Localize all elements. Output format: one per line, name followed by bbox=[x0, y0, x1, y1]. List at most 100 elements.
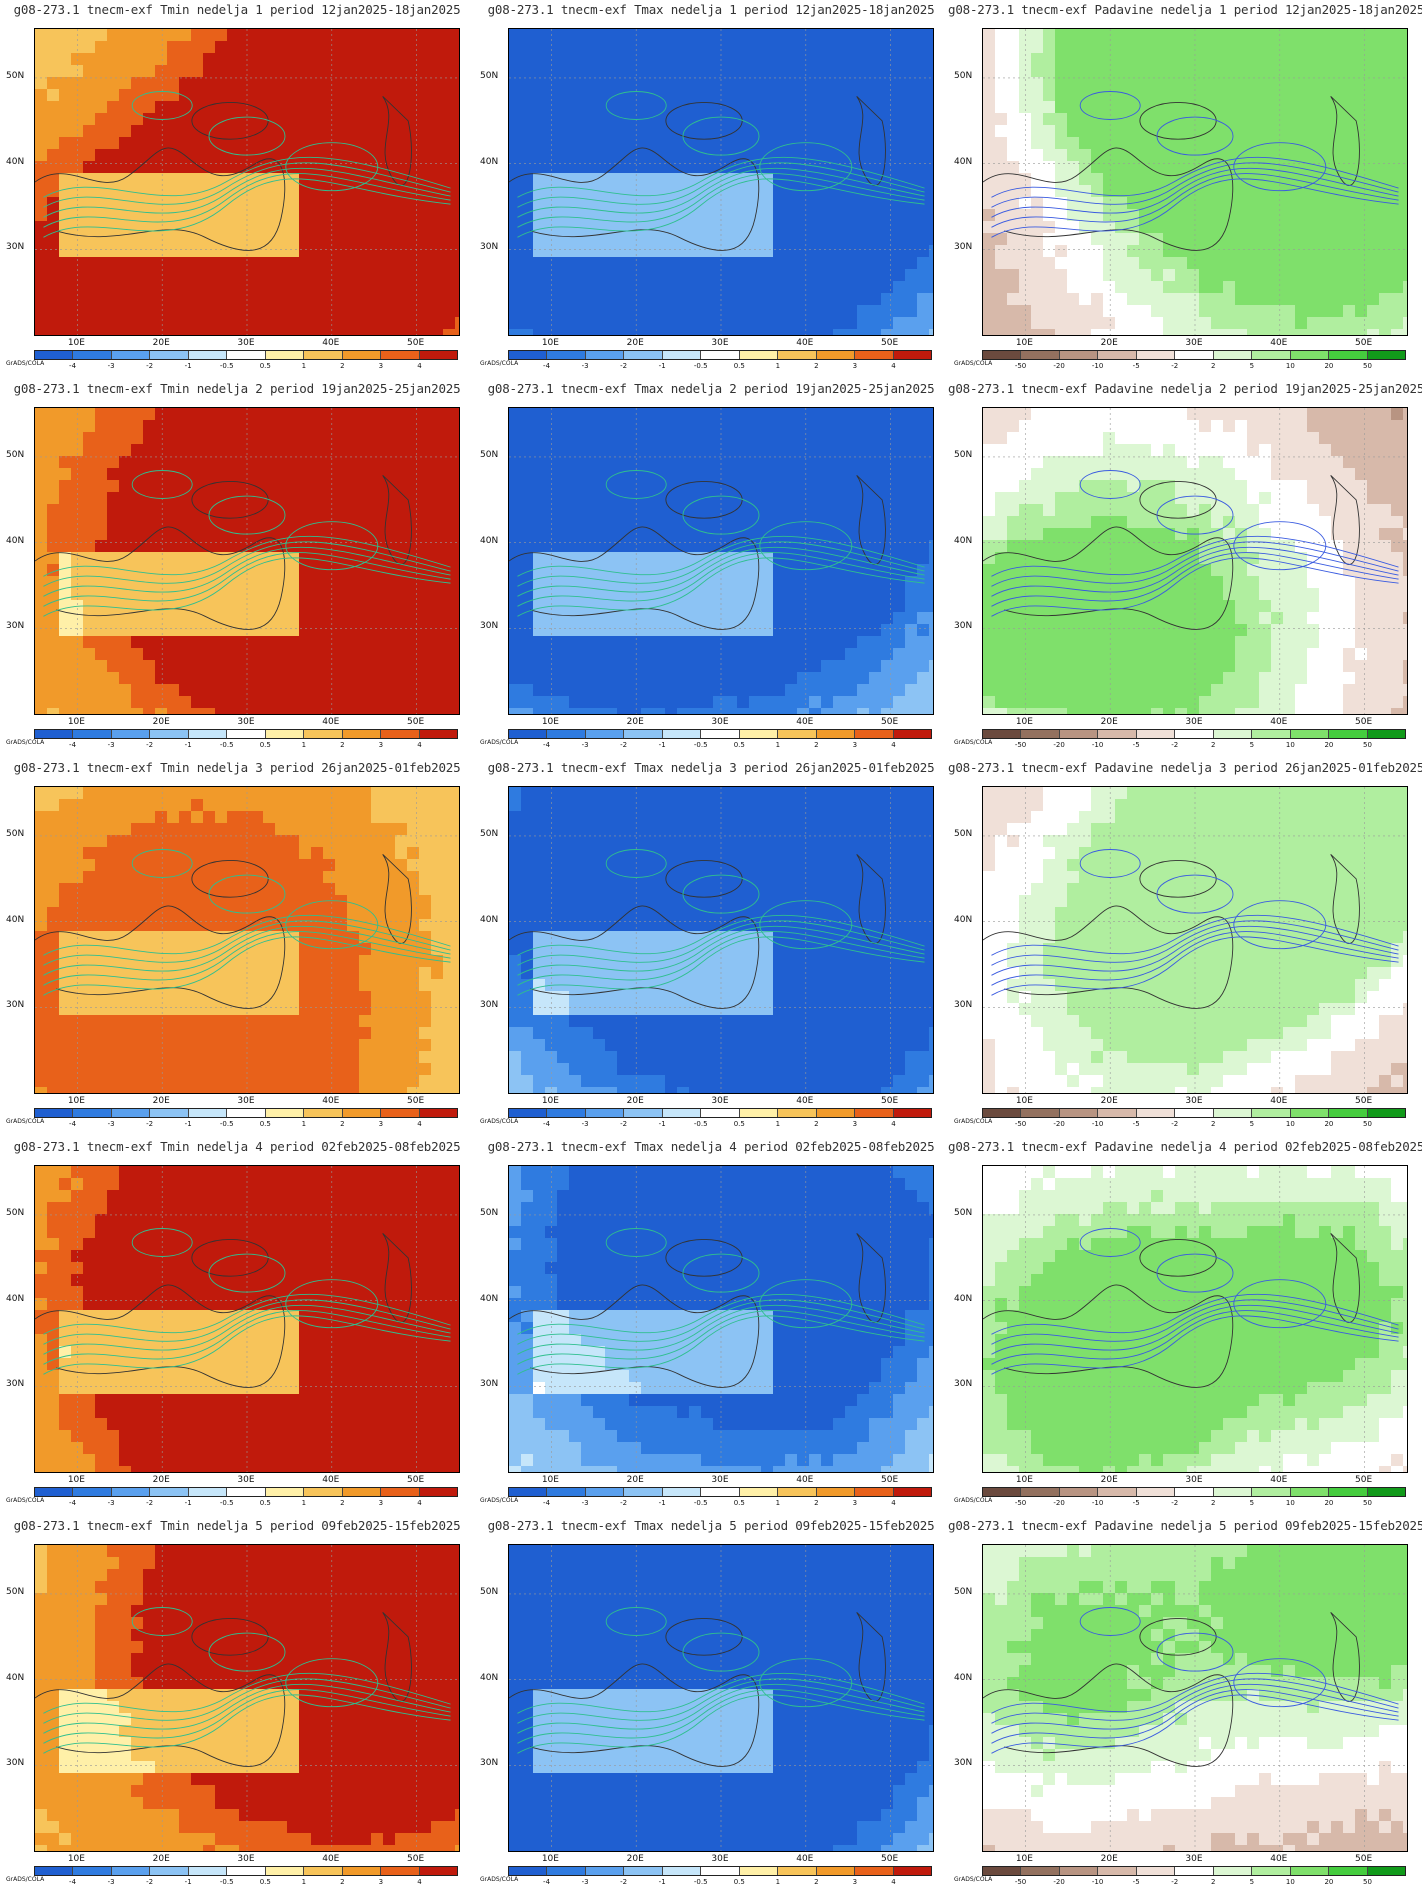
legend-tick-label: -4 bbox=[543, 1499, 551, 1507]
legend-swatch bbox=[1059, 1109, 1099, 1117]
map-panel-tmin: g08-273.1 tnecm-exf Tmin nedelja 3 perio… bbox=[0, 758, 474, 1137]
lat-label: 40N bbox=[480, 1672, 499, 1683]
legend-tick-label: 3 bbox=[852, 362, 858, 370]
grads-credit: GrADS/COLA bbox=[6, 739, 45, 746]
legend-swatch bbox=[509, 1109, 548, 1117]
legend-swatch bbox=[1059, 1488, 1099, 1496]
map-panel-tmin: g08-273.1 tnecm-exf Tmin nedelja 2 perio… bbox=[0, 379, 474, 758]
lat-label: 40N bbox=[480, 535, 499, 546]
lon-label: 10E bbox=[1015, 1096, 1033, 1106]
legend-swatch bbox=[1059, 1867, 1099, 1875]
map-field bbox=[983, 1166, 1407, 1472]
lon-label: 50E bbox=[1355, 717, 1373, 727]
color-legend-bar bbox=[34, 1108, 458, 1118]
legend-tick-label: -0.5 bbox=[693, 1878, 708, 1886]
legend-swatch bbox=[547, 351, 586, 359]
color-legend-bar bbox=[982, 350, 1406, 360]
legend-tick-label: -1 bbox=[658, 362, 666, 370]
map-field bbox=[983, 29, 1407, 335]
legend-swatch bbox=[1290, 1109, 1330, 1117]
legend-swatch bbox=[1213, 1867, 1253, 1875]
legend-tick-label: -4 bbox=[69, 1499, 77, 1507]
legend-tick-label: 4 bbox=[417, 1878, 422, 1886]
map-area bbox=[34, 407, 460, 715]
legend-swatch bbox=[73, 730, 112, 738]
legend-tick-label: 3 bbox=[378, 362, 384, 370]
legend-swatch bbox=[778, 351, 817, 359]
map-panel-precip: g08-273.1 tnecm-exf Padavine nedelja 4 p… bbox=[948, 1137, 1422, 1516]
legend-swatch bbox=[1367, 1488, 1405, 1496]
panel-title: g08-273.1 tnecm-exf Tmax nedelja 4 perio… bbox=[487, 1139, 935, 1154]
legend-tick-label: -1 bbox=[658, 1120, 666, 1128]
legend-swatch bbox=[893, 1109, 931, 1117]
legend-swatch bbox=[1175, 730, 1214, 738]
legend-swatch bbox=[1290, 1867, 1330, 1875]
legend-tick-label: 4 bbox=[891, 1120, 896, 1128]
lon-label: 40E bbox=[1270, 1475, 1288, 1485]
lat-label: 30N bbox=[480, 1379, 499, 1390]
legend-swatch bbox=[1329, 351, 1368, 359]
legend-tick-label: -2 bbox=[146, 1120, 154, 1128]
legend-tick-label: 3 bbox=[852, 1120, 858, 1128]
legend-tick-label: 10 bbox=[1285, 741, 1295, 749]
color-legend-bar bbox=[508, 729, 932, 739]
legend-swatch bbox=[1098, 351, 1137, 359]
lon-label: 40E bbox=[796, 1096, 814, 1106]
legend-swatch bbox=[35, 1488, 74, 1496]
legend-swatch bbox=[739, 351, 779, 359]
legend-swatch bbox=[227, 351, 266, 359]
legend-swatch bbox=[342, 1109, 382, 1117]
legend-tick-label: -1 bbox=[658, 1499, 666, 1507]
legend-tick-label: -20 bbox=[1053, 741, 1065, 749]
map-panel-precip: g08-273.1 tnecm-exf Padavine nedelja 2 p… bbox=[948, 379, 1422, 758]
legend-swatch bbox=[381, 1109, 420, 1117]
lat-label: 50N bbox=[6, 70, 25, 81]
legend-tick-label: 2 bbox=[1211, 362, 1216, 370]
legend-swatch bbox=[662, 730, 702, 738]
legend-swatch bbox=[111, 351, 151, 359]
legend-swatch bbox=[816, 1488, 856, 1496]
lon-label: 20E bbox=[152, 338, 170, 348]
legend-swatch bbox=[1136, 351, 1176, 359]
legend-tick-label: -10 bbox=[1091, 741, 1104, 749]
legend-swatch bbox=[188, 1109, 228, 1117]
legend-swatch bbox=[265, 1867, 305, 1875]
legend-tick-label: -3 bbox=[581, 362, 589, 370]
legend-swatch bbox=[1367, 1109, 1405, 1117]
legend-tick-label: 20 bbox=[1324, 1120, 1334, 1128]
legend-tick-label: 0.5 bbox=[259, 1120, 271, 1128]
legend-tick-label: 50 bbox=[1362, 362, 1372, 370]
legend-tick-label: 1 bbox=[775, 1878, 781, 1886]
legend-swatch bbox=[1252, 1109, 1291, 1117]
legend-tick-label: 3 bbox=[378, 1499, 384, 1507]
legend-swatch bbox=[1098, 1488, 1137, 1496]
legend-swatch bbox=[547, 1867, 586, 1875]
lat-label: 40N bbox=[6, 1672, 25, 1683]
lon-label: 50E bbox=[1355, 1854, 1373, 1864]
panel-title: g08-273.1 tnecm-exf Tmin nedelja 2 perio… bbox=[13, 381, 461, 396]
lon-label: 40E bbox=[1270, 717, 1288, 727]
lon-label: 30E bbox=[711, 1475, 729, 1485]
legend-swatch bbox=[35, 1867, 74, 1875]
lon-label: 20E bbox=[1100, 1854, 1118, 1864]
legend-tick-label: 2 bbox=[1211, 1120, 1216, 1128]
legend-swatch bbox=[419, 730, 457, 738]
lon-label: 20E bbox=[152, 1854, 170, 1864]
color-legend-bar bbox=[508, 1108, 932, 1118]
lat-label: 30N bbox=[6, 1758, 25, 1769]
legend-swatch bbox=[342, 1488, 382, 1496]
legend-swatch bbox=[624, 1867, 663, 1875]
legend-tick-label: 3 bbox=[852, 741, 858, 749]
legend-tick-label: 2 bbox=[814, 1120, 819, 1128]
legend-swatch bbox=[662, 1488, 702, 1496]
legend-tick-label: 4 bbox=[417, 1120, 422, 1128]
map-field bbox=[509, 787, 933, 1093]
legend-swatch bbox=[778, 1109, 817, 1117]
legend-tick-label: 3 bbox=[378, 1120, 384, 1128]
legend-swatch bbox=[983, 730, 1022, 738]
legend-tick-label: 2 bbox=[814, 362, 819, 370]
legend-tick-label: 4 bbox=[891, 1499, 896, 1507]
legend-tick-label: 10 bbox=[1285, 1878, 1295, 1886]
map-panel-tmax: g08-273.1 tnecm-exf Tmax nedelja 4 perio… bbox=[474, 1137, 948, 1516]
legend-tick-label: -3 bbox=[107, 1120, 115, 1128]
